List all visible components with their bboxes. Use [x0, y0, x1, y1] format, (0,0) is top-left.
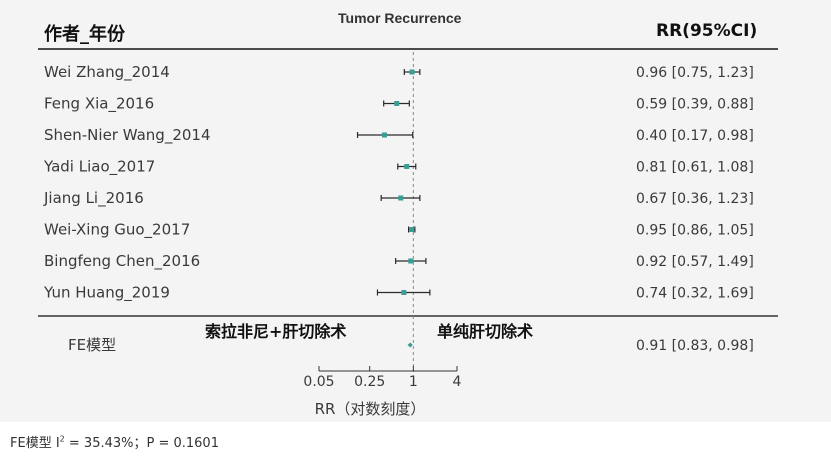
study-rr-value: 0.95 [0.86, 1.05] — [636, 223, 754, 239]
x-tick-label: 1 — [409, 374, 418, 390]
forest-plot: Wei Zhang_2014 0.96 [0.75, 1.23] Feng Xia_… — [38, 48, 778, 418]
rr-ci-header: RR(95%CI) — [656, 21, 758, 41]
study-rr-value: 0.59 [0.39, 0.88] — [636, 97, 754, 113]
favours-sorafenib-label: 索拉非尼+肝切除术 — [205, 322, 347, 341]
model-label: FE模型 — [68, 336, 116, 354]
study-label: Wei-Xing Guo_2017 — [44, 221, 190, 240]
study-rr-value: 0.81 [0.61, 1.08] — [636, 160, 754, 176]
summary-diamond — [407, 342, 413, 348]
summary-rr-value: 0.91 [0.83, 0.98] — [636, 338, 754, 354]
study-rr-value: 0.96 [0.75, 1.23] — [636, 65, 754, 81]
point-estimate — [398, 195, 404, 201]
favours-resection-label: 单纯肝切除术 — [437, 322, 534, 341]
point-estimate — [381, 132, 387, 138]
study-label: Yun Huang_2019 — [43, 284, 170, 303]
plot-panel — [0, 0, 831, 422]
x-axis-label: RR（对数刻度） — [315, 400, 426, 418]
heterogeneity-stats: = 35.43%；P = 0.1601 — [64, 436, 219, 451]
study-label: Jiang Li_2016 — [43, 189, 144, 208]
study-rr-value: 0.92 [0.57, 1.49] — [636, 254, 754, 270]
point-estimate — [394, 101, 400, 106]
author-year-header: 作者_年份 — [44, 24, 125, 45]
study-label: Feng Xia_2016 — [44, 95, 154, 114]
point-estimate — [401, 290, 407, 295]
study-rr-value: 0.67 [0.36, 1.23] — [636, 191, 754, 207]
point-estimate — [404, 164, 410, 169]
study-label: Bingfeng Chen_2016 — [44, 252, 200, 271]
x-tick-label: 4 — [453, 374, 462, 390]
study-label: Wei Zhang_2014 — [44, 63, 170, 82]
study-label: Shen-Nier Wang_2014 — [44, 126, 211, 145]
heterogeneity-footnote: FE模型 I2 = 35.43%；P = 0.1601 — [10, 432, 219, 451]
study-label: Yadi Liao_2017 — [43, 158, 155, 177]
x-tick-label: 0.05 — [303, 374, 334, 390]
point-estimate — [409, 227, 415, 232]
chart-title: Tumor Recurrence — [338, 10, 462, 26]
point-estimate — [409, 69, 415, 75]
study-rr-value: 0.74 [0.32, 1.69] — [636, 286, 754, 302]
point-estimate — [408, 258, 414, 264]
heterogeneity-superscript: 2 — [59, 434, 65, 444]
heterogeneity-prefix: FE模型 I — [10, 436, 60, 451]
study-rr-value: 0.40 [0.17, 0.98] — [636, 128, 754, 144]
x-tick-label: 0.25 — [354, 374, 385, 390]
